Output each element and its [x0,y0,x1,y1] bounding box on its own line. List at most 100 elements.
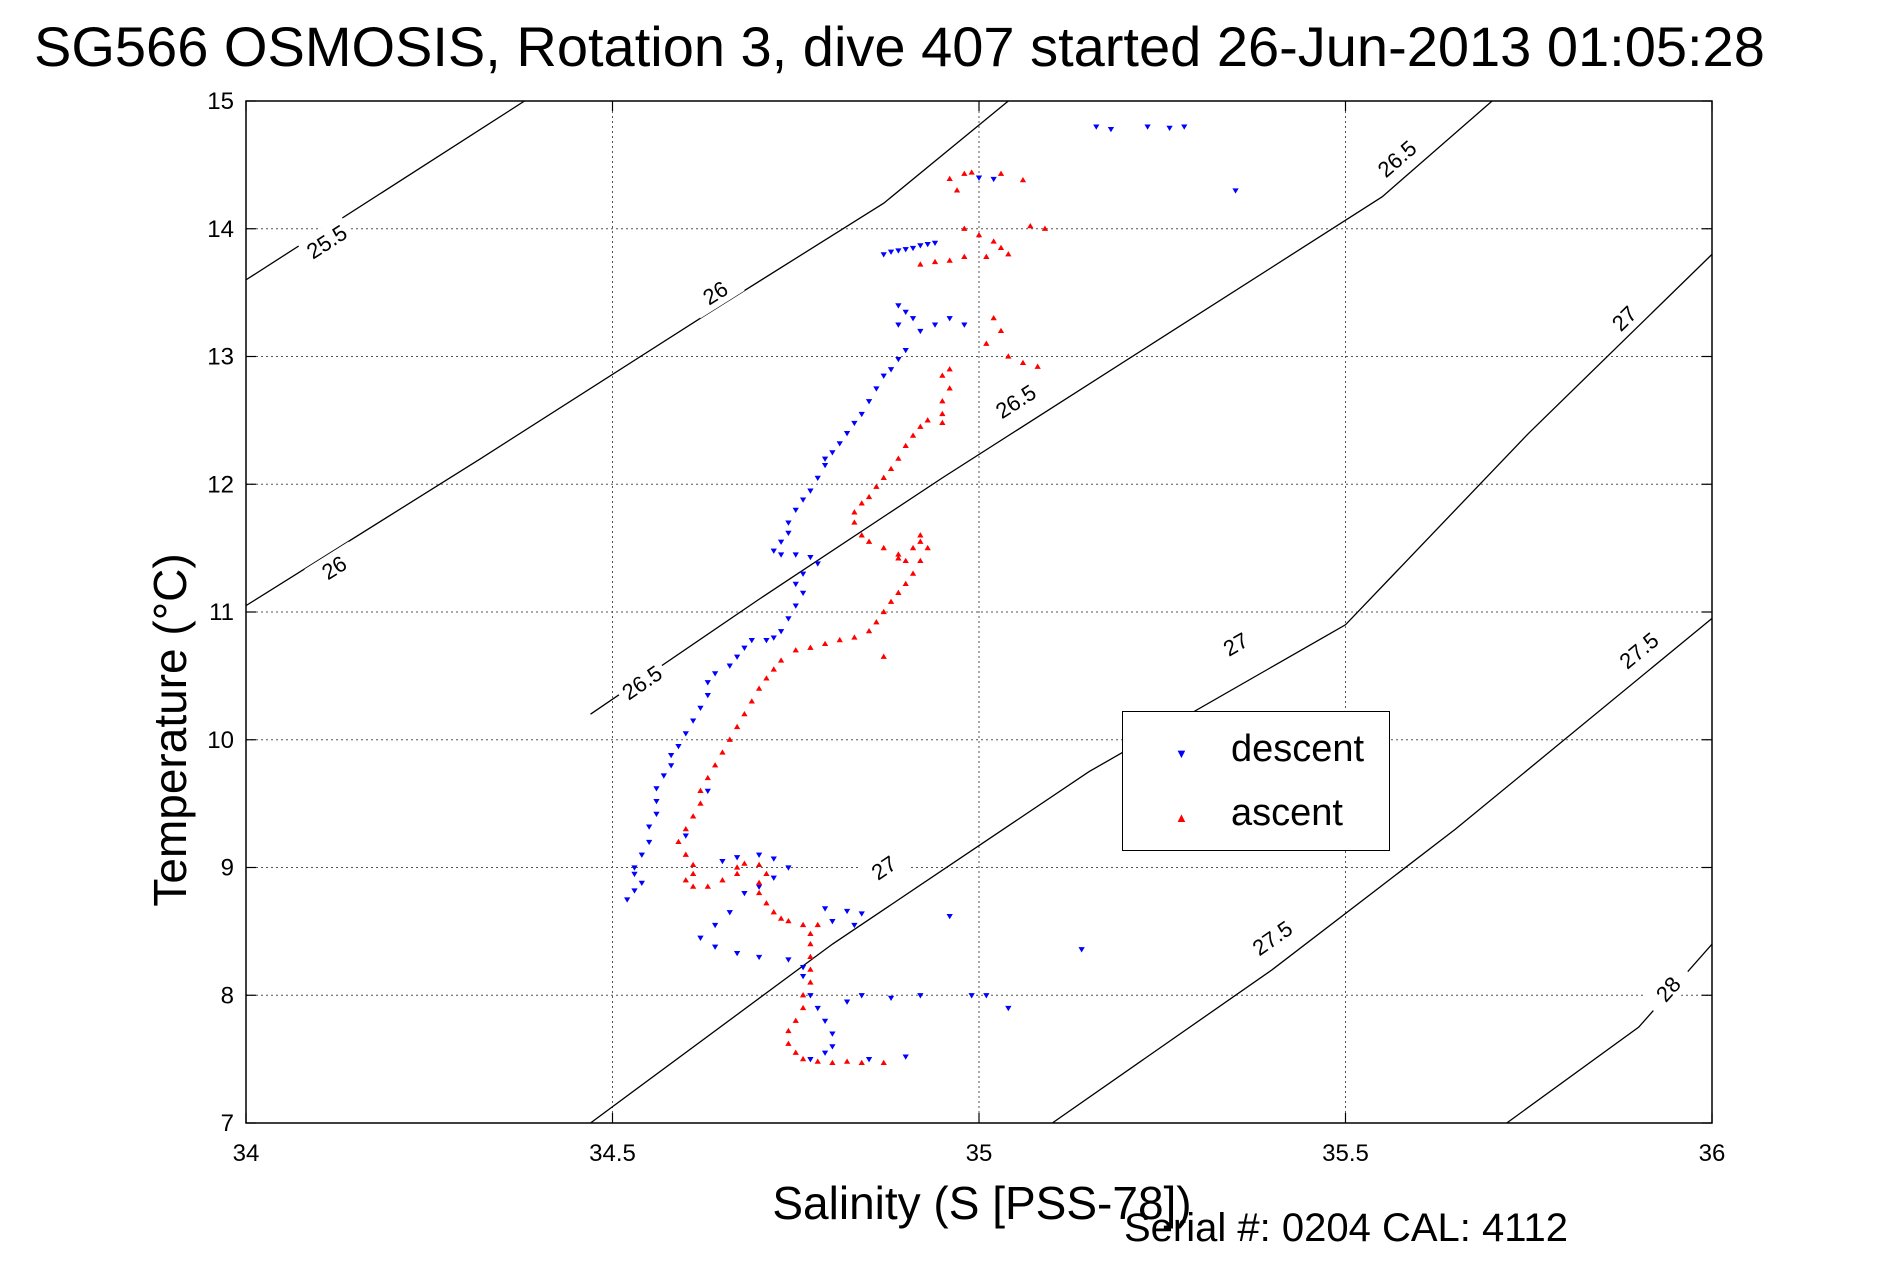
descent-point [924,241,931,248]
legend-item-descent: ▼ descent [1123,728,1389,778]
contour-label-bg [1609,623,1668,678]
ascent-point [763,870,770,876]
descent-point [748,638,755,644]
descent-point [682,731,689,737]
contour-line-26 [246,101,1009,607]
ascent-point [733,864,741,870]
ascent-point [697,800,704,806]
contour-label-bg [854,841,914,894]
ascent-point [690,883,697,889]
ascent-point [1005,251,1012,257]
contour-label-bg [297,215,357,268]
descent-point [917,993,924,999]
descent-point [799,590,807,597]
axes [245,100,1713,1124]
ascent-point [799,1004,807,1011]
ascent-point [1019,177,1027,183]
descent-point [726,910,733,916]
ascent-point [880,1059,887,1066]
ascent-point [1034,363,1041,369]
descent-point [821,1050,829,1056]
descent-point [975,175,983,181]
ascent-point [719,877,726,883]
contour-line-27 [590,253,1712,1123]
descent-point [631,871,638,878]
descent-point [843,908,851,915]
descent-point [646,839,653,846]
descent-point [682,833,689,839]
descent-point [902,309,909,315]
x-tick-label: 35 [966,1140,993,1167]
descent-point [733,654,741,660]
y-tick-label: 9 [221,855,234,882]
descent-point [799,973,807,980]
ascent-point [990,238,997,244]
descent-point [902,1054,909,1060]
descent-point [814,1005,821,1012]
descent-point [690,718,697,724]
descent-point [631,865,638,871]
descent-point [807,1057,814,1063]
descent-point [697,705,704,712]
descent-point [807,554,814,561]
descent-point [865,399,873,405]
descent-point [785,530,792,536]
descent-point [880,252,887,258]
ascent-point [704,774,711,781]
ascent-point [880,474,887,480]
descent-point [895,356,902,363]
descent-point [880,373,887,379]
ascent-point [902,442,909,449]
ascent-point [682,825,689,832]
x-tick-label: 36 [1699,1140,1726,1167]
descent-point [711,944,719,950]
ascent-point [865,627,873,634]
ascent-point [975,231,983,238]
ascent-point [704,883,711,889]
descent-point [990,176,997,183]
contour-label-bg [1242,911,1302,965]
descent-point [792,603,799,609]
descent-point [1078,947,1085,953]
descent-point [704,692,711,699]
ascent-point [909,432,917,438]
ascent-point [865,538,873,544]
descent-point [829,1044,836,1050]
ascent-marker-icon: ▲ [1175,810,1188,825]
ascent-point [983,253,990,259]
ascent-point [741,860,748,866]
descent-point [909,316,917,322]
descent-point [917,328,924,335]
legend: ▼ descent ▲ ascent [1122,711,1390,851]
contour-label-bg [685,266,745,319]
legend-label-ascent: ascent [1231,792,1343,834]
ascent-point [726,736,733,742]
ascent-point [917,538,924,544]
descent-point [829,450,836,456]
descent-point [733,950,741,957]
ascent-point [821,640,829,647]
ascent-point [939,410,946,417]
contour-line-26.5 [590,101,1493,715]
ascent-point [909,544,917,551]
descent-point [799,497,807,503]
grid [246,101,1712,1123]
descent-point [741,645,748,651]
ascent-point [961,253,968,259]
descent-point [660,773,667,779]
descent-point [777,629,785,635]
descent-point [770,548,777,554]
descent-point [983,993,990,999]
descent-point [741,890,748,897]
descent-point [668,752,675,759]
ascent-point [917,532,924,538]
descent-point [909,245,917,252]
ascent-point [931,258,939,265]
descent-point [821,1018,829,1024]
ascent-point [851,634,858,640]
ascent-point [895,555,902,561]
ascent-point [1027,223,1034,229]
ascent-point [1041,225,1049,231]
ascent-point [858,1059,865,1066]
descent-point [792,507,799,513]
